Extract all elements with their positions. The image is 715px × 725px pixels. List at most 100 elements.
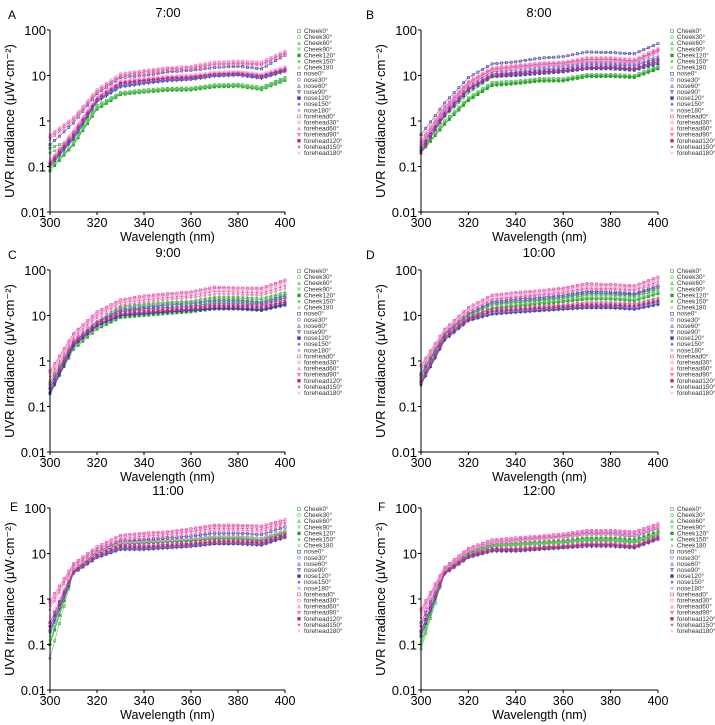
data-point [128,301,132,306]
data-point [57,130,61,134]
data-point [227,294,231,299]
series-nose60 [419,302,660,387]
legend-marker-icon [297,391,301,395]
data-point [227,307,231,310]
data-point [161,74,165,78]
data-point [585,75,589,79]
data-point [274,305,278,309]
data-point [156,71,160,75]
data-point [114,94,118,98]
data-point [128,303,132,307]
data-point [628,67,631,70]
data-point [114,307,118,311]
legend-label: nose60° [304,322,328,330]
data-point [133,298,136,302]
data-point [443,112,447,116]
data-point [180,73,183,77]
data-point [283,286,287,290]
legend-item: nose30° [297,316,328,324]
data-point [109,308,113,312]
data-point [269,58,273,62]
data-point [180,67,184,71]
data-point [642,48,646,52]
data-point [566,78,570,82]
x-tick-label: 360 [553,216,574,230]
series-line [420,302,659,384]
data-point [118,74,123,78]
data-point [590,285,593,289]
data-point [519,295,522,298]
data-point [566,299,569,302]
data-point [590,282,594,286]
series-line [49,67,286,162]
data-point [137,310,141,314]
data-point [137,74,141,78]
series-forehead120 [48,68,287,167]
data-point [90,96,94,100]
data-point [67,349,71,353]
data-point [63,148,66,151]
data-point [486,72,489,75]
data-point [217,287,221,291]
data-point [600,287,603,290]
series-nose60 [48,302,287,393]
data-point [278,295,282,299]
data-point [241,295,245,299]
data-point [90,320,94,324]
data-point [576,77,579,80]
data-point [100,320,104,324]
data-point [618,288,622,292]
data-point [264,300,268,303]
data-point [147,299,151,303]
data-point [533,292,537,295]
data-point [123,311,127,315]
data-point [72,333,75,337]
data-point [246,70,249,74]
data-point [547,290,551,294]
data-point [147,308,151,312]
data-point [462,321,466,325]
legend-marker-icon [670,342,674,346]
data-point [161,87,165,91]
data-point [255,66,259,70]
data-point [552,296,556,299]
series-nose150 [420,300,659,383]
legend-marker-icon [670,41,674,45]
data-point [495,309,499,313]
data-point [189,302,193,306]
data-point [561,79,565,83]
data-point [58,146,61,150]
data-point [227,289,230,292]
data-point [274,302,278,306]
data-point [538,306,541,310]
legend-label: forehead180° [304,389,343,397]
data-point [571,298,574,301]
data-point [184,67,188,71]
data-point [495,297,499,301]
data-point [566,305,570,308]
data-point [542,56,546,60]
data-point [161,68,165,71]
data-point [161,297,165,301]
data-point [255,289,259,293]
data-point [438,128,442,132]
legend-label: forehead0° [304,112,336,120]
data-point [53,145,57,148]
data-point [142,300,146,304]
data-point [443,101,447,105]
legend-item: Cheek90° [297,285,333,293]
data-point [571,284,575,288]
data-point [180,69,184,73]
legend-item: Cheek60° [297,279,333,287]
data-point [76,113,80,117]
data-point [424,359,428,362]
data-point [133,90,136,94]
legend-label: Cheek180 [677,305,707,312]
data-point [86,101,90,106]
data-point [137,76,141,80]
data-point [557,69,560,73]
data-point [481,310,485,315]
legend-item: nose120° [297,94,332,102]
